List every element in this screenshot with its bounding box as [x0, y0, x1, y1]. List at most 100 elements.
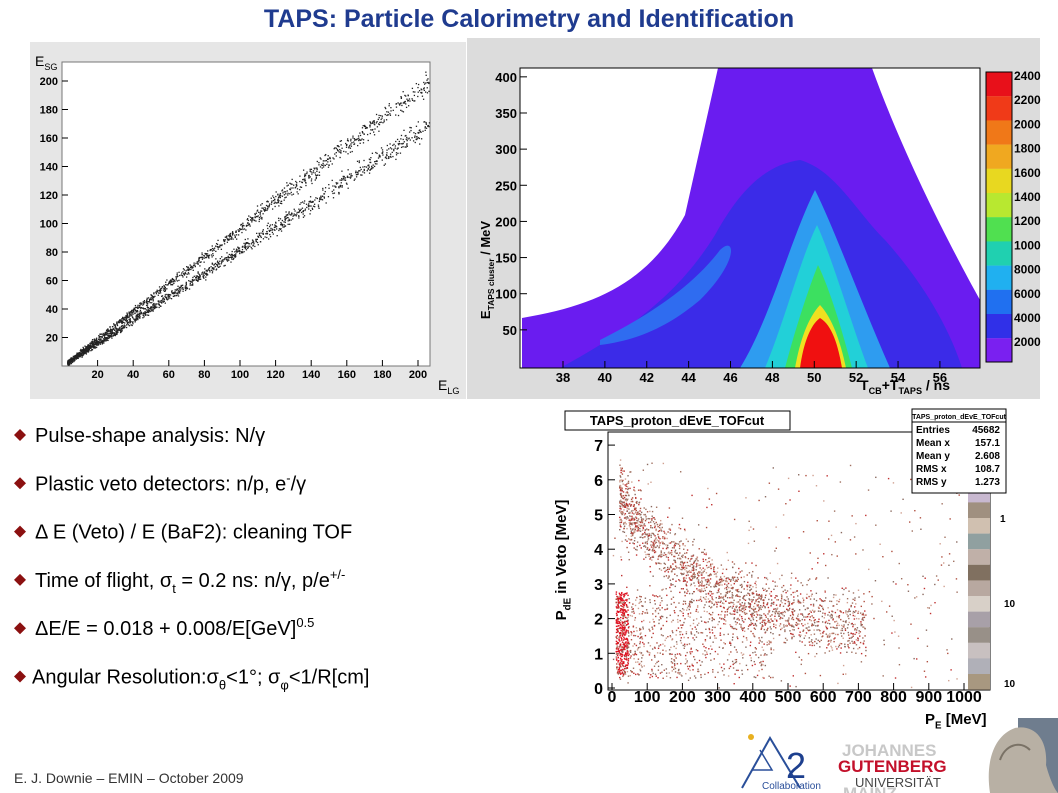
point	[729, 665, 732, 668]
point	[727, 582, 730, 585]
point	[831, 649, 834, 651]
point	[924, 577, 926, 579]
point	[128, 313, 131, 315]
point	[943, 562, 945, 564]
point	[629, 505, 632, 507]
point	[687, 668, 690, 670]
point	[624, 652, 627, 655]
point	[100, 338, 102, 340]
point	[637, 647, 639, 650]
point	[146, 297, 148, 299]
point	[627, 480, 630, 483]
point	[150, 294, 153, 297]
point	[722, 597, 724, 599]
point	[743, 605, 745, 608]
point	[677, 557, 679, 560]
point	[73, 358, 76, 361]
point	[617, 599, 619, 602]
colorbar-cell	[986, 168, 1012, 194]
point	[625, 657, 628, 659]
point	[776, 608, 778, 610]
point	[137, 307, 139, 309]
point	[900, 578, 903, 580]
point	[719, 634, 721, 636]
point	[350, 173, 352, 175]
point	[205, 269, 207, 272]
point	[152, 300, 154, 302]
point	[678, 579, 680, 581]
point	[622, 523, 625, 525]
point	[91, 349, 93, 351]
point	[124, 322, 126, 324]
point	[199, 261, 201, 264]
point	[849, 539, 852, 541]
point	[87, 348, 89, 350]
point	[693, 568, 695, 570]
point	[778, 615, 781, 617]
point	[830, 639, 832, 641]
point	[191, 266, 193, 268]
point	[710, 601, 713, 603]
point	[664, 608, 666, 611]
point	[680, 540, 682, 542]
point	[332, 192, 334, 195]
point	[695, 563, 698, 565]
point	[649, 645, 652, 647]
point	[754, 651, 756, 653]
point	[356, 171, 358, 174]
point	[356, 173, 359, 176]
point	[618, 592, 621, 595]
point	[756, 614, 759, 616]
point	[319, 197, 321, 199]
point	[855, 639, 858, 641]
point	[622, 512, 625, 514]
point	[385, 154, 388, 156]
point	[803, 616, 805, 618]
point	[616, 643, 619, 645]
point	[77, 354, 79, 356]
point	[846, 651, 848, 653]
point	[177, 285, 179, 287]
point	[714, 637, 716, 639]
point	[638, 613, 641, 615]
point	[701, 581, 703, 583]
point	[639, 507, 642, 510]
point	[683, 647, 685, 649]
point	[278, 200, 280, 202]
point	[266, 209, 268, 212]
point	[651, 628, 654, 630]
point	[797, 595, 799, 597]
point	[656, 523, 659, 526]
point	[154, 305, 156, 307]
point	[331, 179, 333, 182]
point	[619, 600, 622, 602]
point	[107, 335, 109, 337]
point	[652, 672, 654, 675]
point	[706, 635, 708, 637]
point	[293, 213, 295, 215]
point	[345, 142, 347, 145]
point	[740, 591, 742, 593]
point	[243, 228, 246, 230]
point	[271, 208, 274, 210]
point	[77, 355, 79, 357]
point	[680, 627, 683, 629]
point	[211, 247, 214, 250]
point	[139, 305, 141, 307]
point	[85, 352, 87, 354]
point	[350, 140, 352, 142]
point	[639, 629, 641, 631]
point	[709, 574, 711, 576]
point	[752, 591, 754, 594]
point	[702, 643, 704, 645]
point	[805, 627, 807, 629]
point	[87, 348, 89, 351]
point	[624, 506, 627, 508]
point	[239, 252, 241, 255]
point	[799, 640, 801, 642]
point	[702, 571, 704, 574]
point	[941, 556, 943, 558]
point	[943, 585, 945, 588]
point	[384, 157, 387, 159]
point	[216, 261, 219, 263]
